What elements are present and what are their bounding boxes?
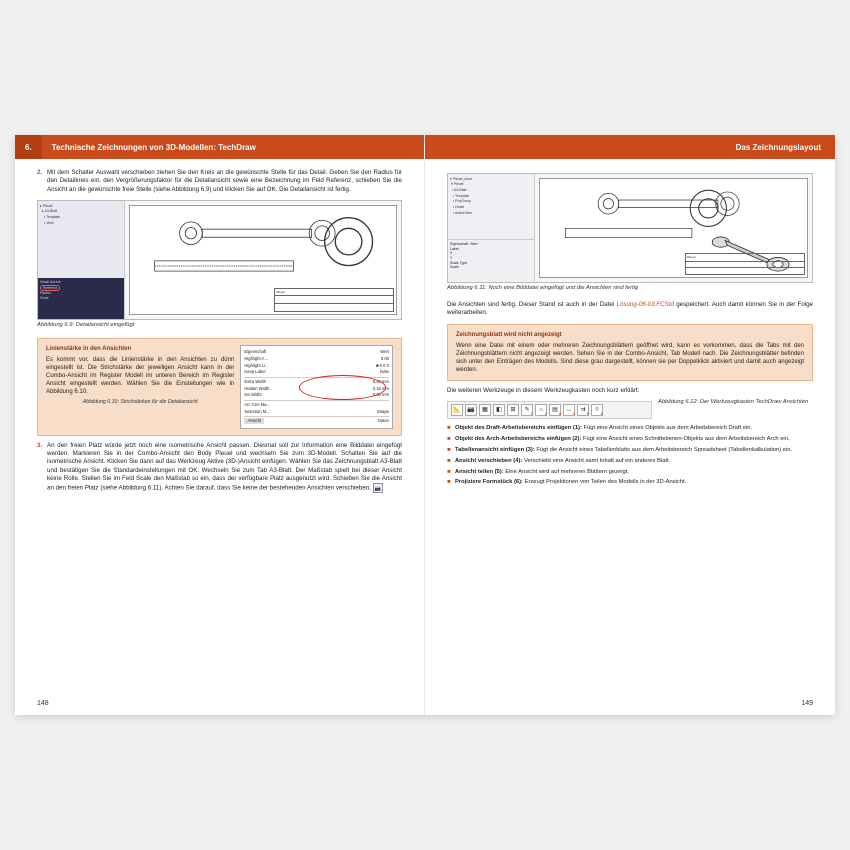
infobox-sheet-not-shown: Zeichnungsblatt wird nicht angezeigt Wen… bbox=[447, 324, 813, 381]
step-3: 3. An den freien Platz würde jetzt noch … bbox=[37, 442, 402, 494]
property-view: Eigenschaft WertLabelXYScale TypeScale bbox=[448, 239, 534, 282]
infobox-text: Wenn eine Datei mit einem oder mehreren … bbox=[456, 342, 804, 374]
tool-spreadsheet-icon[interactable]: ▤3 bbox=[549, 404, 561, 416]
drawing-canvas: Pleuel bbox=[539, 178, 808, 278]
step-text: An den freien Platz würde jetzt noch ein… bbox=[47, 442, 402, 494]
detail-circle bbox=[687, 187, 730, 212]
infobox-linewidth: Linienstärke in den Ansichten Es kommt v… bbox=[37, 338, 402, 436]
infobox-text-col: Linienstärke in den Ansichten Es kommt v… bbox=[46, 345, 234, 429]
title-block: Pleuel bbox=[685, 253, 805, 275]
task-panel: Detail AnchorReferenzRadiusScale bbox=[38, 278, 124, 319]
tool-icon[interactable]: ◧ bbox=[493, 404, 505, 416]
figure-6-12-caption: Abbildung 6.12: Der Werkzeugkasten TechD… bbox=[658, 399, 813, 407]
step-2: 2. Mit dem Schalter Auswahl verschieben … bbox=[37, 169, 402, 194]
para-views-ready: Die Ansichten sind fertig. Dieser Stand … bbox=[447, 301, 813, 318]
tool-icon[interactable]: 📷 bbox=[465, 404, 477, 416]
infobox-text: Es kommt vor, dass die Linienstärke in d… bbox=[46, 356, 234, 396]
infobox-title: Zeichnungsblatt wird nicht angezeigt bbox=[456, 331, 804, 339]
tool-icon[interactable]: 📐 bbox=[451, 404, 463, 416]
pleuel-side-view bbox=[151, 255, 297, 282]
figure-6-9-caption: Abbildung 6.9: Detailansicht eingefügt bbox=[37, 322, 402, 330]
bullet-icon: ■ bbox=[447, 458, 455, 466]
chapter-title: Technische Zeichnungen von 3D-Modellen: … bbox=[52, 143, 256, 152]
step-number: 3. bbox=[37, 442, 47, 494]
page-left: 6. Technische Zeichnungen von 3D-Modelle… bbox=[15, 135, 425, 715]
tool-arch-icon[interactable]: ⌂2 bbox=[535, 404, 547, 416]
bullet-icon: ■ bbox=[447, 469, 455, 477]
para-tools-intro: Die weiteren Werkzeuge in diesem Werkzeu… bbox=[447, 387, 813, 395]
tool-icon[interactable]: ⊞ bbox=[507, 404, 519, 416]
title-block: Pleuel bbox=[274, 288, 394, 312]
tool-share-view-icon[interactable]: ⇉5 bbox=[577, 404, 589, 416]
model-tree: ▾ Pleuel_ohne ▾ Pleuel • A3-Blatt • Temp… bbox=[448, 174, 534, 239]
page-right: Das Zeichnungslayout ▾ Pleuel_ohne ▾ Ple… bbox=[425, 135, 835, 715]
drawing-canvas: Pleuel bbox=[129, 205, 397, 315]
step-number: 2. bbox=[37, 169, 47, 194]
figure-6-10-caption: Abbildung 6.10: Strichstärken für die De… bbox=[46, 399, 234, 406]
left-body: 2. Mit dem Schalter Auswahl verschieben … bbox=[37, 169, 402, 697]
solution-file-link: Lösung-06-03.FCStd bbox=[617, 301, 674, 308]
detail-view-circle bbox=[322, 215, 375, 245]
tool-descriptions: ■Objekt des Draft-Arbeitsbereichs einfüg… bbox=[447, 425, 813, 487]
pleuel-top-view bbox=[562, 189, 775, 218]
bullet-icon: ■ bbox=[447, 479, 455, 487]
figure-6-11: ▾ Pleuel_ohne ▾ Pleuel • A3-Blatt • Temp… bbox=[447, 173, 813, 283]
model-tree: ▸ Pleuel ▸ A3-Blatt • Template • View bbox=[38, 201, 124, 278]
tool-draft-icon[interactable]: ✎1 bbox=[521, 404, 533, 416]
combo-view-sidebar: ▾ Pleuel_ohne ▾ Pleuel • A3-Blatt • Temp… bbox=[448, 174, 535, 282]
bullet-icon: ■ bbox=[447, 425, 455, 433]
figure-6-11-caption: Abbildung 6.11: Noch eine Bilddatei eing… bbox=[447, 285, 813, 293]
page-number: 148 bbox=[37, 700, 49, 707]
right-body: ▾ Pleuel_ohne ▾ Pleuel • A3-Blatt • Temp… bbox=[447, 169, 813, 697]
insert-active-view-icon: 📷 bbox=[373, 483, 383, 493]
properties-panel: EigenschaftWert Highlight A...0.00 Highl… bbox=[240, 345, 393, 429]
header-right: Das Zeichnungslayout bbox=[425, 135, 835, 159]
combo-view-sidebar: ▸ Pleuel ▸ A3-Blatt • Template • View De… bbox=[38, 201, 125, 319]
bullet-icon: ■ bbox=[447, 447, 455, 455]
page-number: 149 bbox=[801, 700, 813, 707]
section-title: Das Zeichnungslayout bbox=[736, 143, 821, 152]
bullet-icon: ■ bbox=[447, 436, 455, 444]
figure-6-9: ▸ Pleuel ▸ A3-Blatt • Template • View De… bbox=[37, 200, 402, 320]
tool-move-view-icon[interactable]: ↔4 bbox=[563, 404, 575, 416]
tool-project-shape-icon[interactable]: ◊6 bbox=[591, 404, 603, 416]
step-text: Mit dem Schalter Auswahl verschieben zie… bbox=[47, 169, 402, 194]
chapter-number: 6. bbox=[15, 135, 42, 159]
techdraw-toolbar: 📐 📷 ▦ ◧ ⊞ ✎1 ⌂2 ▤3 ↔4 ⇉5 ◊6 bbox=[447, 401, 652, 419]
infobox-title: Linienstärke in den Ansichten bbox=[46, 345, 234, 353]
tool-icon[interactable]: ▦ bbox=[479, 404, 491, 416]
highlight-circle-icon bbox=[299, 375, 386, 400]
header-left: 6. Technische Zeichnungen von 3D-Modelle… bbox=[15, 135, 424, 159]
book-spread: 6. Technische Zeichnungen von 3D-Modelle… bbox=[15, 135, 835, 715]
pleuel-side-view bbox=[562, 223, 695, 248]
